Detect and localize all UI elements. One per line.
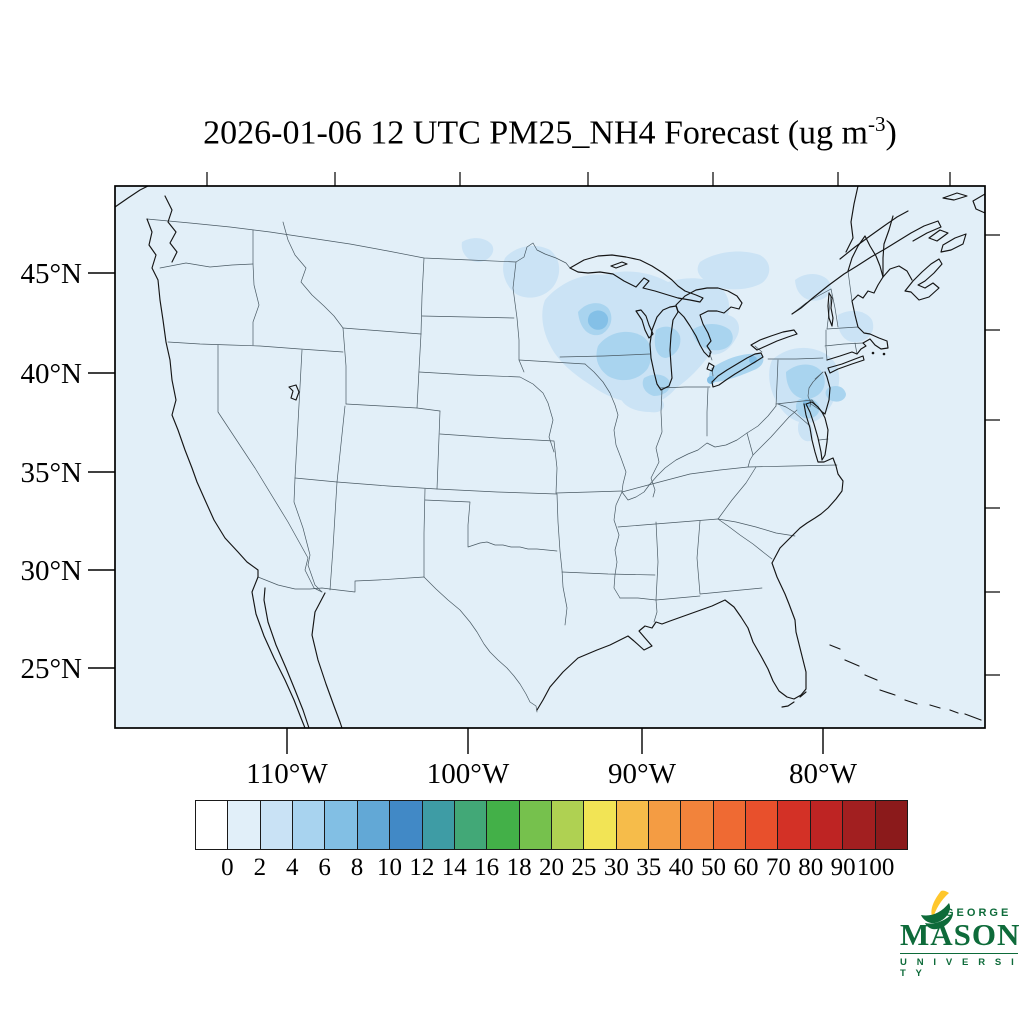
colorbar-cell bbox=[228, 801, 261, 849]
colorbar-cell bbox=[325, 801, 358, 849]
plot-title-superscript: -3 bbox=[867, 112, 886, 136]
colorbar-tick-label: 40 bbox=[668, 854, 694, 881]
lat-tick-label: 30°N bbox=[20, 555, 82, 587]
colorbar-cell bbox=[584, 801, 617, 849]
right-ticks bbox=[985, 234, 1000, 676]
colorbar-cell bbox=[422, 801, 455, 849]
map-frame bbox=[114, 185, 986, 729]
gmu-logo-university: U N I V E R S I T Y bbox=[900, 953, 1018, 979]
gmu-logo: GEORGE MASON U N I V E R S I T Y bbox=[893, 890, 1021, 983]
gmu-logo-mason: MASON bbox=[900, 917, 1021, 952]
colorbar-cell bbox=[681, 801, 714, 849]
gmu-flame-icon bbox=[921, 890, 953, 930]
colorbar-cell bbox=[713, 801, 747, 849]
colorbar-cell bbox=[810, 801, 844, 849]
lat-tick-label: 35°N bbox=[20, 457, 82, 489]
lat-tick-label: 25°N bbox=[20, 653, 82, 685]
colorbar-tick-label: 4 bbox=[285, 854, 299, 881]
colorbar-cell bbox=[357, 801, 391, 849]
gmu-logo-george: GEORGE bbox=[945, 907, 1012, 919]
lon-tick-label: 110°W bbox=[246, 758, 328, 790]
colorbar-cell bbox=[778, 801, 811, 849]
lon-tick-label: 90°W bbox=[608, 758, 677, 790]
colorbar-tick-label: 14 bbox=[441, 854, 467, 881]
colorbar-cell bbox=[260, 801, 294, 849]
colorbar-tick-label: 50 bbox=[701, 854, 727, 881]
plot-title-text: 2026-01-06 12 UTC PM25_NH4 Forecast (ug … bbox=[203, 114, 868, 152]
plot-title: 2026-01-06 12 UTC PM25_NH4 Forecast (ug … bbox=[115, 112, 985, 152]
colorbar-cell bbox=[454, 801, 488, 849]
colorbar-tick-label: 60 bbox=[733, 854, 759, 881]
colorbar-tick-label: 12 bbox=[409, 854, 435, 881]
colorbar-tick-label: 20 bbox=[539, 854, 564, 881]
colorbar-cell bbox=[551, 801, 585, 849]
colorbar-tick-label: 30 bbox=[603, 854, 629, 881]
colorbar-tick-label: 35 bbox=[636, 854, 662, 881]
lon-tick-label: 80°W bbox=[789, 758, 858, 790]
lon-axis: 110°W 100°W 90°W 80°W bbox=[246, 728, 858, 790]
colorbar-tick-label: 90 bbox=[830, 854, 856, 881]
colorbar-tick-label: 8 bbox=[350, 854, 364, 881]
colorbar-cell bbox=[390, 801, 423, 849]
colorbar-cell bbox=[746, 801, 779, 849]
colorbar bbox=[195, 800, 908, 850]
colorbar-cell bbox=[196, 801, 229, 849]
colorbar-cell bbox=[519, 801, 552, 849]
us-coastline bbox=[115, 186, 985, 728]
colorbar-cell bbox=[649, 801, 682, 849]
colorbar-tick-label: 70 bbox=[765, 854, 791, 881]
top-ticks bbox=[206, 172, 951, 186]
plot-title-suffix: ) bbox=[885, 114, 897, 152]
state-borders bbox=[146, 218, 864, 713]
colorbar-tick-label: 10 bbox=[376, 854, 402, 881]
colorbar-tick-label: 16 bbox=[474, 854, 500, 881]
colorbar-tick-label: 18 bbox=[506, 854, 532, 881]
lat-tick-label: 45°N bbox=[20, 258, 82, 290]
lat-axis: 45°N 40°N 35°N 30°N 25°N bbox=[20, 258, 115, 685]
colorbar-tick-label: 100 bbox=[856, 854, 895, 881]
colorbar-cell bbox=[487, 801, 520, 849]
colorbar-cell bbox=[875, 801, 907, 849]
colorbar-tick-label: 25 bbox=[571, 854, 597, 881]
colorbar-tick-label: 6 bbox=[318, 854, 331, 881]
colorbar-tick-label: 0 bbox=[221, 854, 234, 881]
colorbar-cell bbox=[293, 801, 326, 849]
lon-tick-label: 100°W bbox=[427, 758, 510, 790]
colorbar-cell bbox=[843, 801, 876, 849]
colorbar-tick-label: 80 bbox=[798, 854, 824, 881]
colorbar-tick-label: 2 bbox=[253, 854, 267, 881]
great-lakes bbox=[569, 254, 834, 391]
lat-tick-label: 40°N bbox=[20, 358, 82, 390]
colorbar-cell bbox=[616, 801, 650, 849]
pm25-patches-level3 bbox=[587, 310, 811, 407]
colorbar-labels: 0 2 4 6 8 10 12 14 16 18 20 25 30 35 40 50 60 70 80 90 100 bbox=[195, 854, 908, 884]
